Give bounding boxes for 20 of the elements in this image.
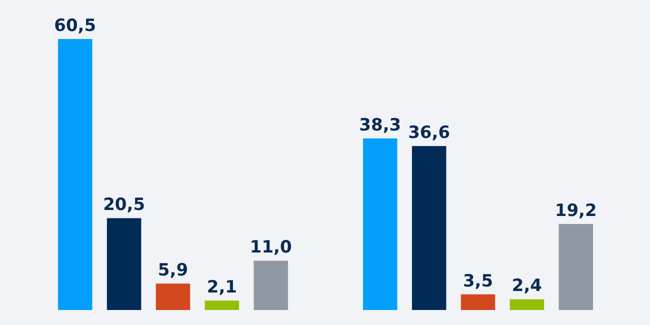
bar (156, 284, 190, 310)
bar (460, 294, 496, 310)
data-label: 38,3 (359, 115, 402, 136)
bar (412, 146, 446, 310)
bar (204, 300, 240, 310)
data-label: 60,5 (54, 16, 96, 36)
bar (363, 138, 398, 310)
bar (106, 218, 142, 310)
data-label: 36,6 (408, 123, 450, 144)
data-label: 5,9 (158, 260, 188, 281)
bar (558, 224, 593, 310)
data-label: 2,1 (206, 278, 237, 298)
data-label: 2,4 (512, 276, 542, 296)
bar (510, 299, 544, 310)
data-label: 20,5 (103, 195, 146, 216)
data-label: 19,2 (554, 200, 597, 221)
data-label: 11,0 (250, 238, 292, 258)
data-label: 3,5 (462, 271, 494, 292)
bar (58, 39, 92, 310)
bar (254, 260, 288, 310)
